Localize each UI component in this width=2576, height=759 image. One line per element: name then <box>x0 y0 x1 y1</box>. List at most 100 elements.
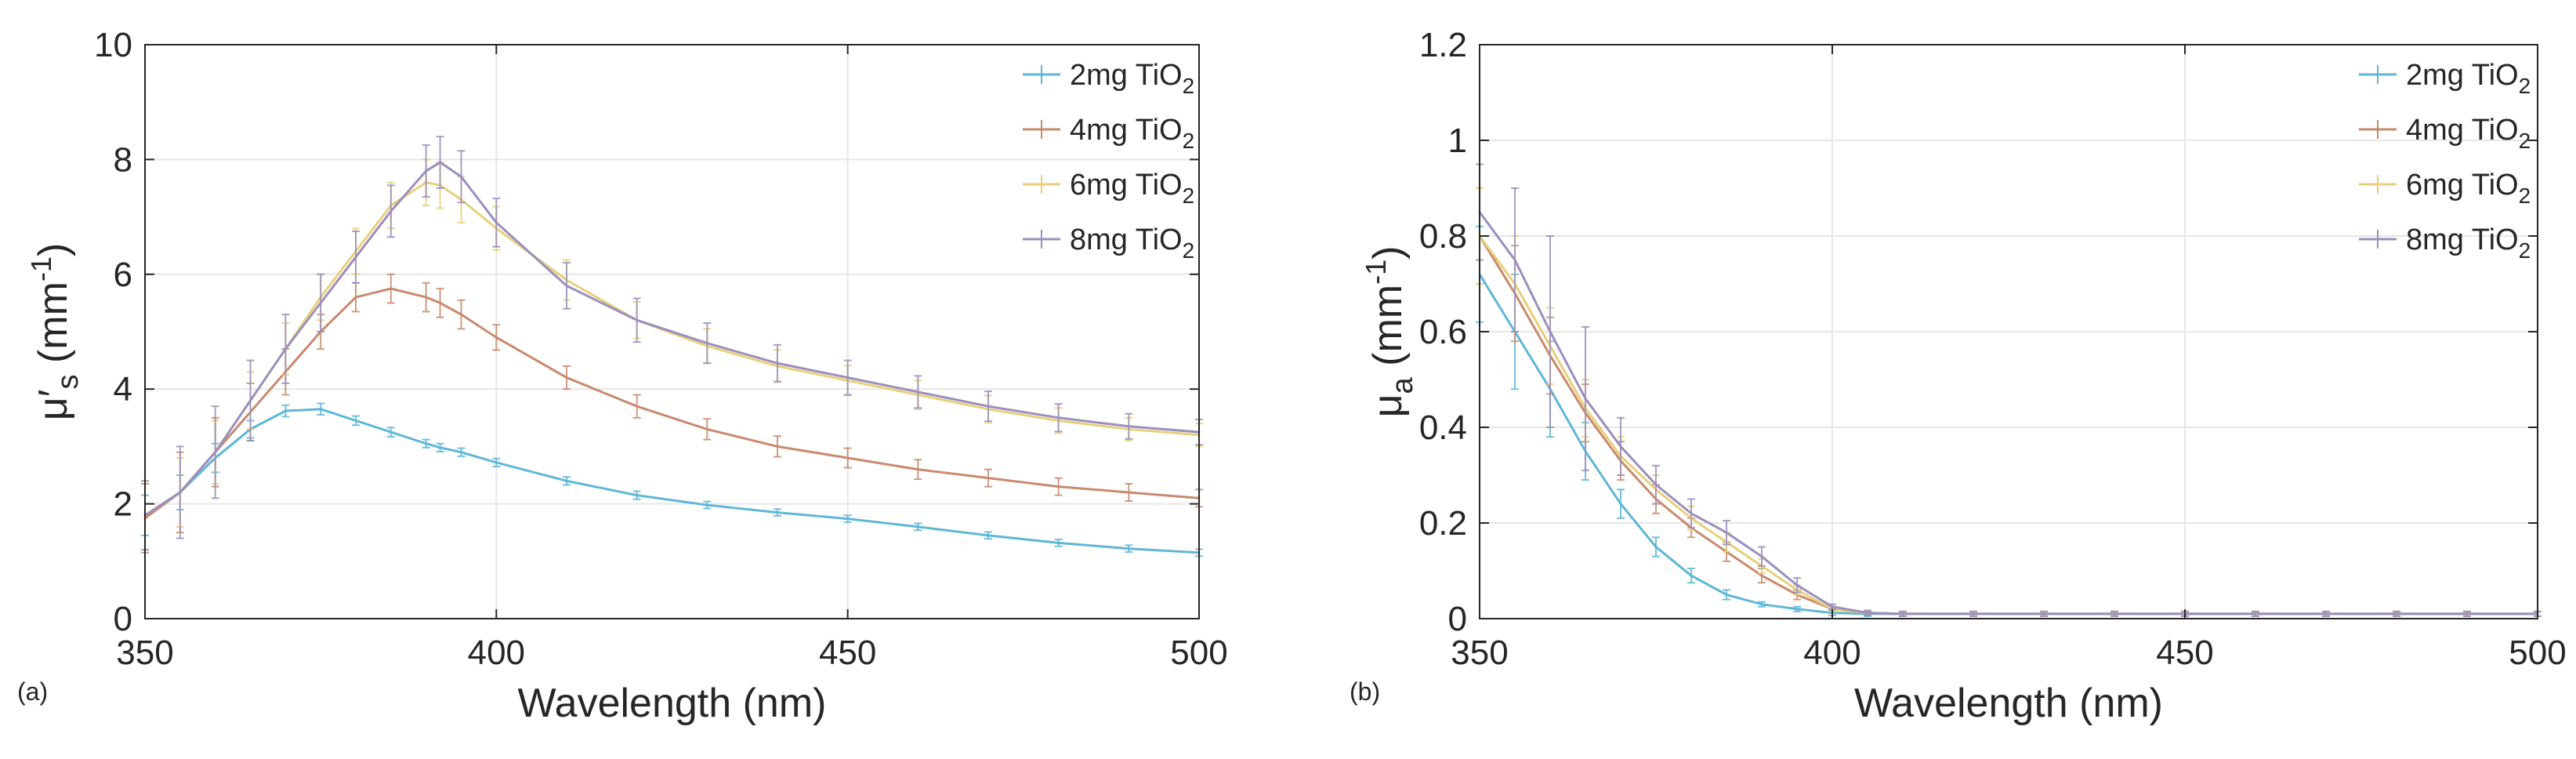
x-axis-label: Wavelength (nm) <box>1854 681 2163 726</box>
data-point <box>439 301 442 304</box>
data-point <box>705 342 708 345</box>
legend-entry-text: 6mg TiO <box>2406 169 2519 202</box>
data-point <box>1057 485 1060 488</box>
y-axis-label-part: ) <box>31 243 76 256</box>
panel-label: (b) <box>1350 677 1380 706</box>
series-line <box>144 287 1200 520</box>
legend-entry: 4mg TiO2 <box>1070 114 1194 153</box>
data-point <box>354 256 357 259</box>
data-point <box>389 430 393 434</box>
y-tick-label: 4 <box>114 370 132 409</box>
legend-entry-subscript: 2 <box>1183 238 1195 263</box>
x-tick-label: 400 <box>1803 634 1860 672</box>
series-line <box>144 408 1200 554</box>
data-point <box>389 287 393 290</box>
y-tick-label: 0 <box>1448 600 1467 638</box>
legend-entry-subscript: 2 <box>2519 183 2531 208</box>
legend-entry-text: 4mg TiO <box>2406 114 2519 147</box>
chart-panel-2: 350 400 450 500 0 0.2 0.4 0.6 0.8 1 1.2 Wavelength … <box>1350 26 2567 726</box>
data-point <box>460 175 462 178</box>
legend-entry-subscript: 2 <box>2519 238 2531 263</box>
legend-entry-subscript: 2 <box>2519 74 2531 98</box>
series-4 <box>141 136 1203 551</box>
data-point <box>776 511 779 514</box>
y-tick-label: 1 <box>1448 122 1467 160</box>
x-tick-label: 450 <box>819 634 876 672</box>
data-point <box>319 408 322 411</box>
data-point <box>1972 612 1975 616</box>
data-point <box>916 468 919 471</box>
data-point <box>1901 612 1904 616</box>
legend-entry-text: 8mg TiO <box>1070 223 1183 256</box>
y-tick-label: 0.4 <box>1419 409 1467 447</box>
legend-entry-subscript: 2 <box>2519 129 2531 153</box>
data-point <box>425 442 428 445</box>
data-point <box>1795 608 1799 611</box>
data-point <box>2042 612 2045 616</box>
legend-entry-subscript: 2 <box>1183 183 1195 208</box>
legend-entry-text: 2mg TiO <box>1070 59 1183 92</box>
x-axis-label: Wavelength (nm) <box>518 681 827 726</box>
data-point <box>1725 531 1728 534</box>
data-point <box>636 494 639 497</box>
data-point <box>2465 612 2469 616</box>
data-point <box>1725 594 1728 596</box>
legend-entry-text: 2mg TiO <box>2406 59 2519 92</box>
x-tick-label: 400 <box>468 634 525 672</box>
data-point <box>1690 574 1693 577</box>
y-axis-label: μ′s (mm-1) <box>25 243 85 420</box>
data-point <box>354 296 357 299</box>
y-axis-label-part: μ <box>31 397 76 420</box>
data-point <box>846 518 850 521</box>
x-tick-label: 350 <box>1451 634 1508 672</box>
data-point <box>1513 259 1516 261</box>
data-point <box>1127 425 1130 428</box>
data-point <box>636 318 639 321</box>
y-axis-label-part: ) <box>1365 246 1411 260</box>
legend-entry-text: 4mg TiO <box>1070 114 1183 147</box>
y-tick-label: 0 <box>114 600 132 638</box>
y-axis-label-part: a <box>1386 376 1419 394</box>
data-point <box>284 347 287 350</box>
data-point <box>1584 397 1587 400</box>
chart-panel-1: 350 400 450 500 0 2 4 6 8 10 Wavelength (nm) μ′s (m… <box>17 26 1228 726</box>
series-line <box>1478 211 2538 616</box>
y-tick-label: 0.2 <box>1419 504 1467 543</box>
data-point <box>495 336 498 339</box>
data-point <box>705 427 708 430</box>
legend-entry-text: 8mg TiO <box>2406 223 2519 256</box>
y-tick-label: 2 <box>114 485 132 524</box>
data-point <box>846 376 850 380</box>
data-point <box>705 503 708 507</box>
x-tick-label: 500 <box>2509 634 2566 672</box>
data-point <box>565 479 568 482</box>
legend-entry: 6mg TiO2 <box>1070 169 1194 208</box>
data-point <box>1690 512 1693 515</box>
data-point <box>565 284 568 287</box>
data-point <box>2395 612 2398 616</box>
data-point <box>636 405 639 408</box>
legend-entry-subscript: 2 <box>1183 74 1195 98</box>
data-point <box>460 313 462 316</box>
data-point <box>2254 612 2257 616</box>
data-point <box>1795 583 1799 586</box>
data-point <box>214 451 217 454</box>
legend-entry-subscript: 2 <box>1183 129 1195 153</box>
data-point <box>1654 483 1658 486</box>
data-point <box>2324 612 2328 616</box>
legend-entry: 8mg TiO2 <box>1070 223 1194 263</box>
y-tick-label: 10 <box>94 26 132 64</box>
data-point <box>776 445 779 448</box>
y-axis-label-part: ′ <box>31 390 76 398</box>
legend-entry: 6mg TiO2 <box>2406 169 2531 208</box>
data-point <box>1619 503 1622 506</box>
x-tick-label: 350 <box>116 634 173 672</box>
x-tick-label: 450 <box>2156 634 2213 672</box>
y-tick-label: 0.6 <box>1419 313 1467 351</box>
series-line <box>144 161 1200 517</box>
y-axis-label-part: (mm <box>31 281 76 374</box>
data-point <box>776 361 779 365</box>
